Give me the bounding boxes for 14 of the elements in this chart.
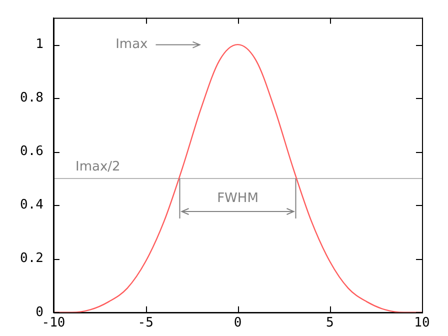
annotation: FWHM [217, 190, 258, 206]
annotation: Imax [116, 37, 148, 52]
x-tick-label: 0 [234, 316, 242, 331]
y-tick-label: 0.2 [20, 251, 44, 266]
y-tick-label: 1 [36, 36, 44, 52]
x-tick-label: -5 [138, 316, 154, 331]
y-tick-label: 0.6 [20, 144, 44, 160]
x-tick-label: 10 [414, 316, 430, 331]
ref-line-label: Imax/2 [75, 159, 120, 174]
x-tick-label: 5 [326, 316, 334, 331]
y-tick-label: 0.8 [20, 90, 44, 106]
y-tick-label: 0.4 [20, 198, 44, 213]
x-tick-label: -10 [42, 316, 66, 331]
y-tick-label: 0 [36, 304, 44, 320]
